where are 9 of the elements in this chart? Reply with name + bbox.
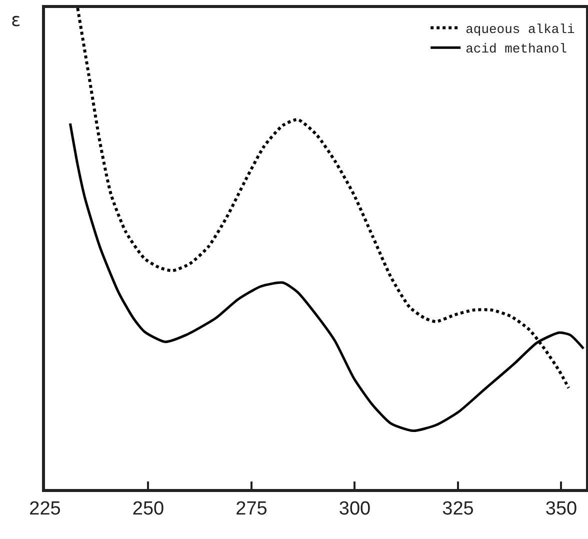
y-axis-title: ε — [11, 10, 21, 31]
legend-label: acid methanol — [466, 42, 568, 57]
x-tick-label: 350 — [545, 498, 578, 520]
x-tick-label: 300 — [338, 498, 371, 520]
x-tick-label: 250 — [132, 498, 164, 520]
x-tick-label: 325 — [442, 498, 474, 520]
x-tick-label: 225 — [29, 498, 61, 520]
x-tick-label: 275 — [236, 498, 268, 520]
legend-label: aqueous alkali — [466, 22, 576, 37]
